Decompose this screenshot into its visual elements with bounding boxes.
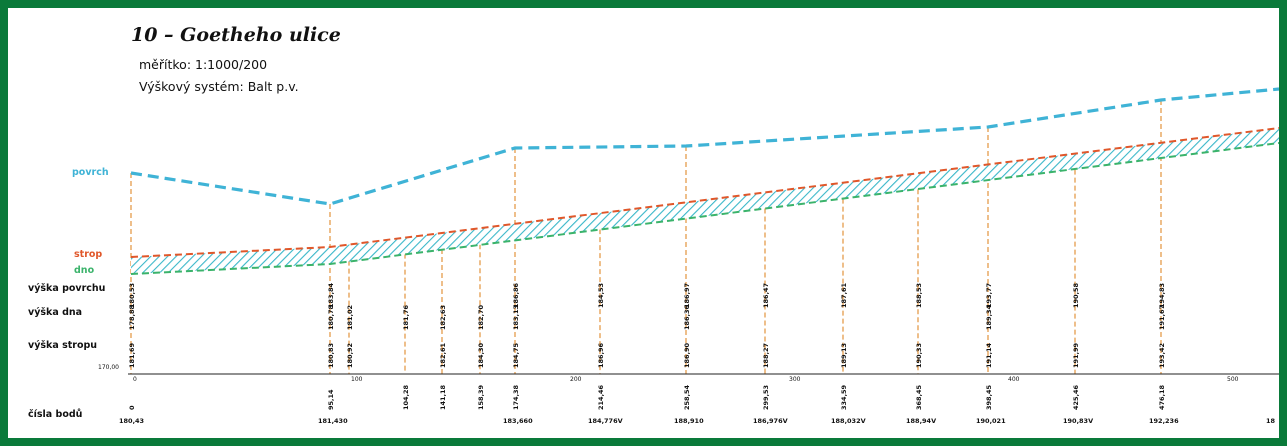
row-label-cisla-bodu: čísla bodů — [28, 409, 83, 420]
point-number-label: 192,236 — [1149, 417, 1179, 425]
legend-strop: strop — [74, 249, 103, 260]
axis-tick-label: 200 — [570, 376, 582, 383]
pipe-hatch-band — [131, 128, 1279, 274]
axis-tick-label: 100 — [351, 376, 363, 383]
station-chainage-label: 214,46 — [597, 384, 605, 410]
axis-tick-label: 500 — [1227, 376, 1239, 383]
station-v3-label: 187,61 — [840, 282, 848, 308]
axis-tick-label: 300 — [789, 376, 801, 383]
station-v1-label: 180,83 — [327, 342, 335, 368]
station-v1-label: 188,27 — [762, 342, 770, 368]
station-v1-label: 189,13 — [840, 342, 848, 368]
drawing-frame: 10 – Goetheho ulice měřítko: 1:1000/200 … — [8, 8, 1279, 438]
station-chainage-label: 299,53 — [762, 384, 770, 410]
row-label-vyska-dna: výška dna — [28, 307, 83, 318]
station-chainage-label: 141,18 — [439, 384, 447, 410]
povrch-line — [130, 87, 1279, 206]
station-v1-label: 180,92 — [346, 342, 354, 368]
station-v3-label: 188,53 — [915, 282, 923, 308]
strop-line — [130, 127, 1279, 258]
station-v1-label: 184,30 — [477, 342, 485, 368]
point-number-label: 184,776V — [588, 417, 623, 425]
row-label-vyska-povrchu: výška povrchu — [28, 283, 106, 294]
longitudinal-profile — [128, 87, 1279, 375]
station-v2-label: 182,63 — [439, 304, 447, 330]
station-v1-label: 184,75 — [512, 342, 520, 368]
station-chainage-label: 258,54 — [683, 384, 691, 410]
point-number-label: 188,94V — [906, 417, 937, 425]
station-v1-label: 186,96 — [597, 342, 605, 368]
station-v2-label: 182,70 — [477, 304, 485, 330]
station-chainage-label: 104,28 — [402, 384, 410, 410]
point-number-label: 183,660 — [503, 417, 533, 425]
station-chainage-label: 158,39 — [477, 384, 485, 410]
station-v2-label: 189,34 — [985, 304, 993, 330]
station-chainage-label: 174,38 — [512, 384, 520, 410]
station-v1-label: 191,14 — [985, 342, 993, 368]
drawing-title: 10 – Goetheho ulice — [131, 24, 341, 46]
station-chainage-label: 398,45 — [985, 384, 993, 410]
station-v2-label: 183,13 — [512, 304, 520, 330]
axis-tick-label: 0 — [133, 376, 137, 383]
station-v1-label: 190,33 — [915, 342, 923, 368]
dno-line — [130, 142, 1279, 275]
height-system-label: Výškový systém: Balt p.v. — [139, 79, 299, 94]
station-guide-lines — [130, 100, 1162, 374]
point-number-label: 18 — [1266, 417, 1276, 425]
station-v2-label: 178,88 — [128, 304, 136, 330]
point-number-label: 188,910 — [674, 417, 704, 425]
station-v1-label: 186,90 — [683, 342, 691, 368]
station-v3-label: 190,58 — [1072, 282, 1080, 308]
station-chainage-label: 334,59 — [840, 384, 848, 410]
datum-value: 170,00 — [98, 364, 119, 371]
station-chainage-label: 425,46 — [1072, 384, 1080, 410]
legend-povrch: povrch — [72, 167, 109, 178]
station-chainage-label: 368,45 — [915, 384, 923, 410]
station-v2-label: 186,36 — [683, 304, 691, 330]
station-v1-label: 182,61 — [439, 342, 447, 368]
station-v2-label: 181,76 — [402, 304, 410, 330]
station-v2-label: 181,02 — [346, 304, 354, 330]
point-number-label: 181,430 — [318, 417, 348, 425]
station-v3-label: 186,47 — [762, 282, 770, 308]
point-number-label: 180,43 — [119, 417, 145, 425]
station-v2-label: 191,67 — [1158, 304, 1166, 330]
station-chainage-label: 0 — [128, 405, 136, 410]
station-chainage-label: 95,14 — [327, 389, 335, 410]
axis-tick-label: 400 — [1008, 376, 1020, 383]
station-chainage-label: 476,18 — [1158, 384, 1166, 410]
row-label-vyska-stropu: výška stropu — [28, 340, 98, 351]
station-v3-label: 184,53 — [597, 282, 605, 308]
station-v1-label: 191,99 — [1072, 342, 1080, 368]
station-v1-label: 193,42 — [1158, 342, 1166, 368]
scale-label: měřítko: 1:1000/200 — [139, 57, 268, 72]
point-number-label: 188,032V — [831, 417, 866, 425]
station-v2-label: 180,78 — [327, 304, 335, 330]
point-number-label: 190,83V — [1063, 417, 1094, 425]
legend-dno: dno — [74, 265, 95, 276]
station-v1-label: 181,69 — [128, 342, 136, 368]
point-number-label: 190,021 — [976, 417, 1006, 425]
point-number-label: 186,976V — [753, 417, 788, 425]
